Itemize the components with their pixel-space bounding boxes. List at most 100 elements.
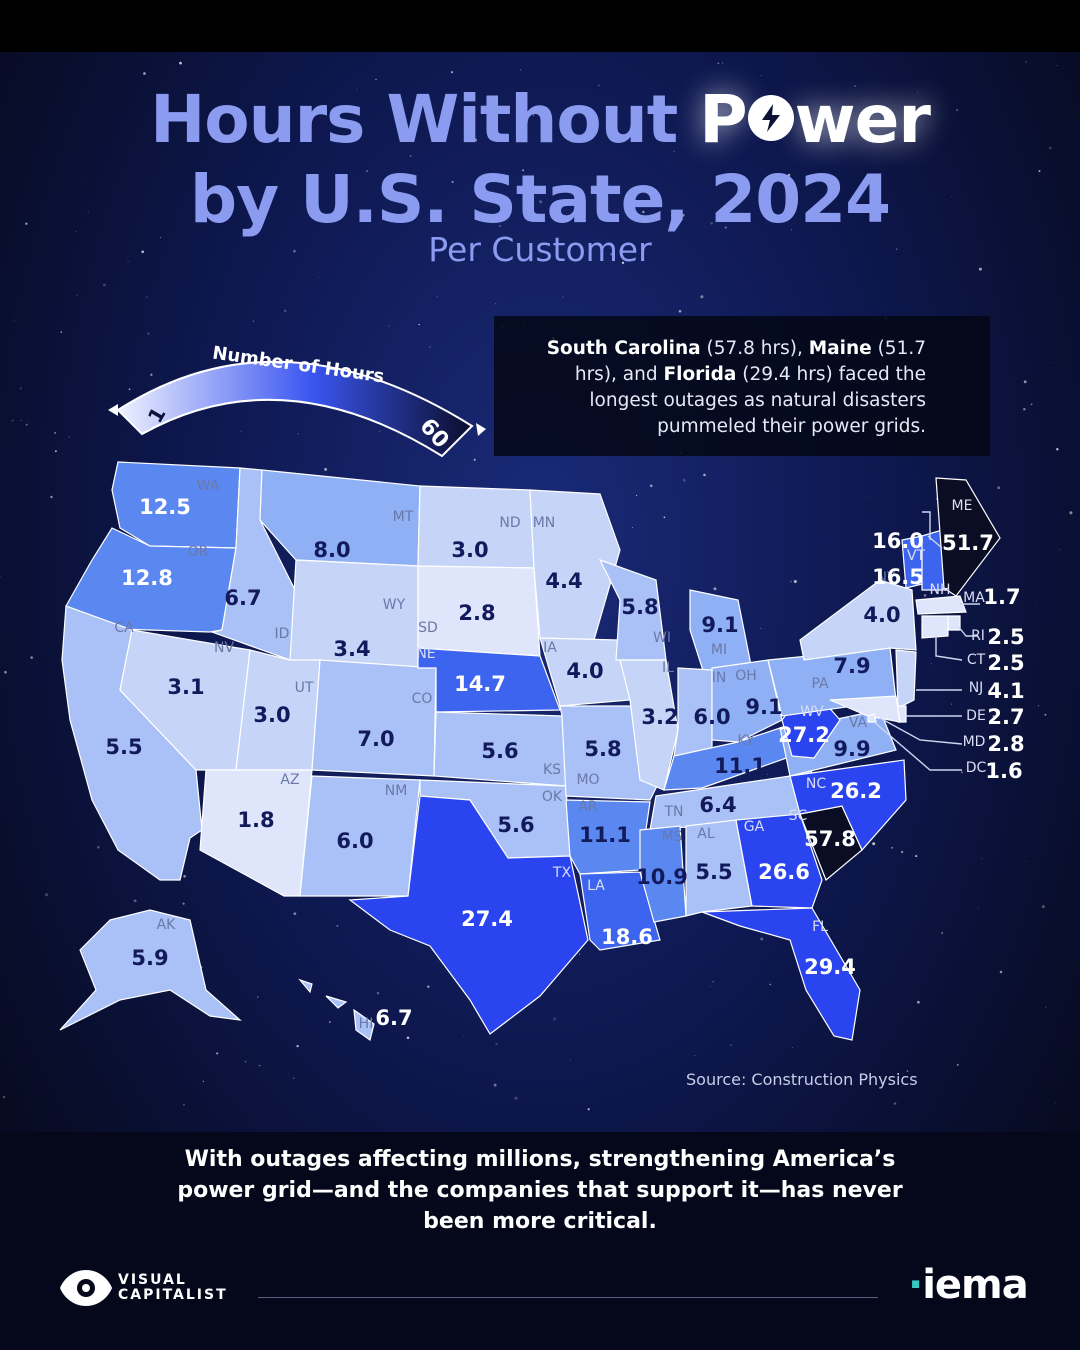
star — [244, 1060, 247, 1063]
title-line2: by U.S. State, 2024 — [189, 161, 891, 238]
star — [965, 662, 967, 663]
star — [147, 332, 150, 335]
state-value-label: 3.4 — [333, 637, 370, 661]
star — [539, 200, 543, 204]
star — [493, 1083, 497, 1087]
star — [1054, 1102, 1056, 1104]
state-abbr-label: TX — [552, 865, 572, 881]
star — [365, 169, 369, 173]
state-abbr-label: RI — [971, 628, 985, 644]
star — [256, 996, 259, 999]
star — [713, 587, 717, 591]
star — [950, 196, 952, 198]
star — [292, 1077, 295, 1080]
star — [635, 494, 638, 497]
star — [2, 1095, 6, 1099]
visual-capitalist-wordmark: VISUAL CAPITALIST — [118, 1273, 228, 1303]
state-al — [685, 819, 753, 917]
star — [81, 175, 83, 177]
state-abbr-label: TN — [663, 804, 683, 820]
star — [1035, 604, 1037, 606]
state-abbr-label: AZ — [280, 772, 299, 788]
leader-line-nh — [927, 535, 943, 549]
state-value-label: 16.5 — [872, 565, 924, 589]
star — [375, 78, 377, 81]
star — [552, 1017, 557, 1021]
star — [324, 467, 328, 471]
state-value-label: 10.9 — [636, 865, 688, 889]
state-value-label: 26.2 — [830, 779, 882, 803]
state-abbr-label: AL — [697, 826, 715, 842]
star — [25, 222, 28, 225]
legend-arc — [116, 360, 474, 458]
star — [293, 912, 297, 916]
star — [296, 1044, 299, 1048]
iema-logo: ·iema — [908, 1262, 1029, 1308]
state-ri — [947, 615, 961, 631]
star — [473, 138, 478, 142]
state-value-label: 57.8 — [804, 827, 856, 851]
star — [0, 575, 1, 578]
star — [146, 296, 148, 299]
star — [891, 846, 894, 849]
star — [866, 496, 868, 498]
star — [11, 419, 14, 422]
star — [317, 1118, 319, 1119]
state-abbr-label: IN — [712, 670, 727, 686]
star — [328, 1021, 331, 1024]
star — [202, 1080, 205, 1082]
star — [950, 703, 952, 705]
star — [598, 84, 600, 87]
state-az — [199, 769, 313, 897]
star — [4, 670, 7, 674]
star — [632, 527, 634, 529]
star — [188, 111, 192, 115]
callout-fl: Florida — [663, 364, 737, 385]
star — [668, 164, 670, 166]
star — [293, 249, 296, 253]
star — [658, 466, 660, 468]
callout-sc: South Carolina — [546, 338, 701, 359]
state-value-label: 12.8 — [121, 566, 173, 590]
state-dc — [867, 713, 877, 723]
star — [678, 309, 682, 313]
star — [318, 277, 320, 279]
state-abbr-label: KY — [737, 733, 755, 749]
state-value-label: 5.9 — [131, 946, 168, 970]
star — [376, 991, 380, 995]
star — [668, 210, 670, 212]
star — [336, 925, 339, 927]
state-abbr-label: VA — [849, 715, 868, 731]
star — [930, 663, 932, 665]
state-abbr-label: NH — [930, 582, 951, 598]
state-abbr-label: AR — [578, 799, 598, 815]
star — [681, 213, 685, 217]
star — [182, 902, 185, 905]
state-value-label: 3.2 — [641, 705, 678, 729]
star — [409, 154, 412, 157]
state-value-label: 4.0 — [566, 659, 603, 683]
title-line1-part: Hours Without — [150, 81, 700, 158]
state-abbr-label: NM — [385, 783, 408, 799]
state-abbr-label: WV — [800, 704, 824, 720]
star — [724, 226, 727, 229]
star — [1049, 362, 1051, 364]
star — [429, 360, 430, 362]
star — [463, 130, 465, 132]
callout-fl-val: (29.4 hrs) faced the longest outages as … — [589, 364, 926, 437]
star — [463, 1035, 465, 1037]
state-abbr-label: SC — [789, 808, 808, 824]
star — [75, 230, 77, 232]
state-abbr-label: IA — [543, 640, 557, 656]
footer-message: With outages affecting millions, strengt… — [177, 1147, 903, 1234]
star — [252, 320, 255, 322]
star — [915, 855, 918, 858]
star — [133, 899, 137, 903]
state-abbr-label: DC — [966, 760, 987, 776]
star — [917, 92, 918, 94]
star — [128, 388, 131, 391]
state-value-label: 9.9 — [833, 737, 870, 761]
star — [703, 473, 706, 477]
star — [30, 656, 33, 659]
state-co — [311, 659, 437, 777]
